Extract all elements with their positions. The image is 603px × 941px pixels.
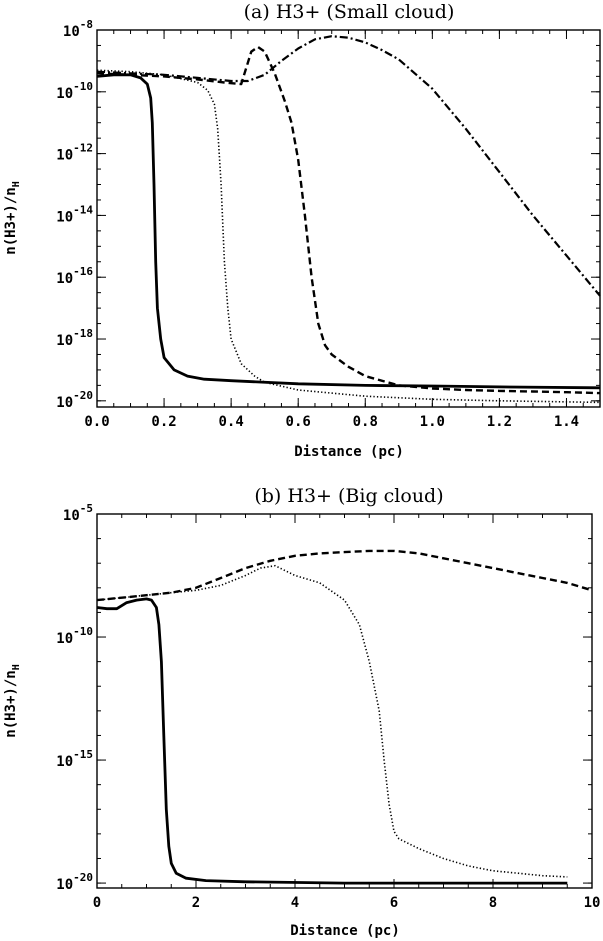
y-tick-exponent: -16 <box>73 265 93 278</box>
panel-b-big-cloud: (b) H3+ (Big cloud) 0 2 4 6 8 10 10-510-1010-… <box>3 485 600 939</box>
panel-a-x-tick-labels: 0.0 0.2 0.4 0.6 0.8 1.0 1.2 1.4 <box>84 414 579 430</box>
y-tick-base: 10 <box>56 333 73 349</box>
y-tick-label: 10-5 <box>63 502 93 524</box>
panel-a-y-axis-label-subscript: H <box>11 181 22 187</box>
y-tick-base: 10 <box>56 631 73 647</box>
y-tick-label: 10-10 <box>56 80 93 102</box>
y-tick-label: 10-14 <box>56 203 93 225</box>
x-tick-label: 2 <box>192 895 200 911</box>
series-line-dashdot <box>96 35 601 297</box>
panel-a-plot-frame <box>96 29 601 408</box>
series-line-dotted <box>96 69 601 404</box>
panel-a-y-axis-label-main: n(H3+)/n <box>3 187 19 254</box>
x-tick-label: 1.0 <box>420 414 445 430</box>
y-tick-base: 10 <box>63 24 80 40</box>
y-tick-base: 10 <box>56 271 73 287</box>
y-tick-exponent: -8 <box>80 18 93 31</box>
y-tick-label: 10-18 <box>56 327 93 349</box>
x-tick-label: 0.0 <box>84 414 109 430</box>
y-tick-base: 10 <box>63 508 80 524</box>
y-tick-label: 10-20 <box>56 871 93 893</box>
x-tick-label: 0.6 <box>286 414 311 430</box>
y-tick-base: 10 <box>56 86 73 102</box>
y-tick-exponent: -10 <box>73 80 93 93</box>
x-tick-label: 1.2 <box>487 414 512 430</box>
x-tick-label: 4 <box>291 895 299 911</box>
panel-a-y-axis-label: n(H3+)/nH <box>3 181 22 254</box>
panel-b-plot-frame <box>96 513 593 889</box>
series-line-solid <box>96 73 601 390</box>
panel-b-x-axis-label: Distance (pc) <box>290 923 400 939</box>
y-tick-label: 10-15 <box>56 748 93 770</box>
panel-b-y-axis-label: n(H3+)/nH <box>3 664 22 737</box>
panel-b-ticks <box>96 513 593 888</box>
y-tick-exponent: -12 <box>73 142 93 155</box>
y-tick-base: 10 <box>56 877 73 893</box>
panel-a-title: (a) H3+ (Small cloud) <box>244 1 455 23</box>
x-tick-label: 10 <box>584 895 601 911</box>
panel-b-series <box>96 549 593 885</box>
y-tick-label: 10-10 <box>56 625 93 647</box>
x-tick-label: 8 <box>489 895 497 911</box>
y-tick-exponent: -15 <box>73 748 93 761</box>
y-tick-exponent: -5 <box>80 502 93 515</box>
y-tick-label: 10-20 <box>56 389 93 411</box>
y-tick-label: 10-16 <box>56 265 93 287</box>
y-tick-base: 10 <box>56 754 73 770</box>
y-tick-exponent: -20 <box>73 389 93 402</box>
panel-b-y-axis-label-main: n(H3+)/n <box>3 670 19 737</box>
x-tick-label: 0.2 <box>151 414 176 430</box>
x-tick-label: 0.8 <box>353 414 378 430</box>
x-tick-label: 6 <box>390 895 398 911</box>
panel-b-y-axis-label-subscript: H <box>11 664 22 670</box>
panel-a-ticks <box>96 29 601 407</box>
y-tick-base: 10 <box>56 148 73 164</box>
panel-b-x-tick-labels: 0 2 4 6 8 10 <box>93 895 601 911</box>
panel-a-small-cloud: (a) H3+ (Small cloud) 0.0 0.2 0.4 0.6 0.8 1.0… <box>3 1 601 460</box>
y-tick-base: 10 <box>56 395 73 411</box>
series-line-dashed <box>96 549 593 602</box>
y-tick-exponent: -14 <box>73 203 93 216</box>
y-tick-label: 10-8 <box>63 18 93 40</box>
panel-a-series <box>96 35 601 404</box>
x-tick-label: 0 <box>93 895 101 911</box>
series-line-solid <box>96 597 568 885</box>
panel-a-x-axis-label: Distance (pc) <box>294 444 404 460</box>
panel-b-title: (b) H3+ (Big cloud) <box>254 485 443 507</box>
y-tick-exponent: -18 <box>73 327 93 340</box>
series-line-dotted <box>96 564 568 878</box>
x-tick-label: 1.4 <box>554 414 579 430</box>
y-tick-base: 10 <box>56 209 73 225</box>
x-tick-label: 0.4 <box>218 414 243 430</box>
y-tick-label: 10-12 <box>56 142 93 164</box>
y-tick-exponent: -20 <box>73 871 93 884</box>
y-tick-exponent: -10 <box>73 625 93 638</box>
series-line-dashed <box>96 45 601 395</box>
